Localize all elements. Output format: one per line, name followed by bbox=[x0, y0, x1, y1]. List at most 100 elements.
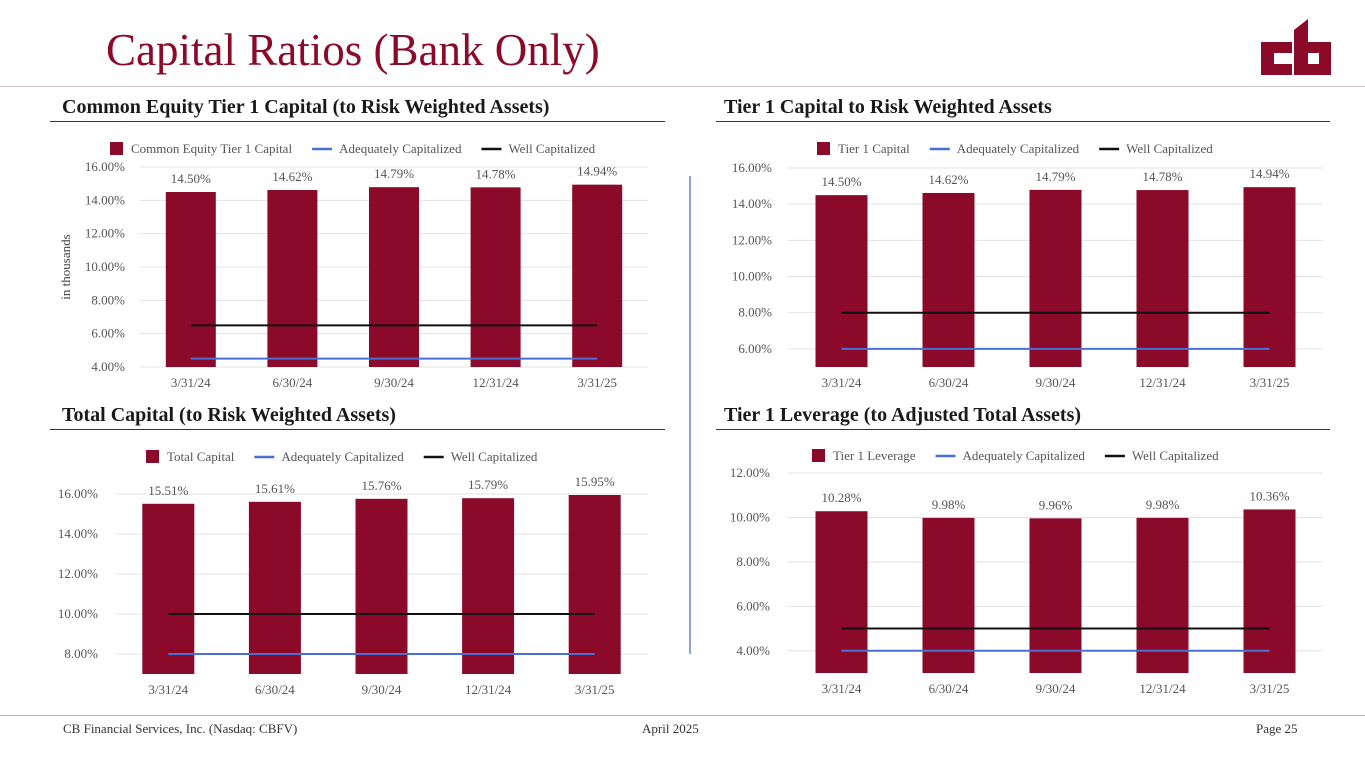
bar bbox=[142, 503, 195, 674]
data-label: 14.78% bbox=[1142, 169, 1182, 184]
section-title-cet1: Common Equity Tier 1 Capital (to Risk We… bbox=[62, 96, 550, 118]
section-title-tier1: Tier 1 Capital to Risk Weighted Assets bbox=[724, 96, 1052, 118]
bar bbox=[568, 495, 621, 674]
legend-entry: Well Capitalized bbox=[508, 141, 595, 156]
y-tick-label: 6.00% bbox=[738, 341, 772, 356]
legend-swatch bbox=[146, 450, 159, 463]
data-label: 9.98% bbox=[932, 497, 966, 512]
footer-page-number: Page 25 bbox=[1256, 721, 1298, 736]
data-label: 14.62% bbox=[272, 169, 312, 184]
bar bbox=[1243, 187, 1296, 367]
data-label: 14.50% bbox=[821, 174, 861, 189]
data-label: 15.79% bbox=[468, 477, 508, 492]
data-label: 14.78% bbox=[476, 166, 516, 181]
y-tick-label: 14.00% bbox=[85, 192, 125, 207]
footer-company: CB Financial Services, Inc. (Nasdaq: CBF… bbox=[63, 721, 298, 736]
x-tick-label: 6/30/24 bbox=[255, 682, 295, 697]
x-tick-label: 9/30/24 bbox=[362, 682, 402, 697]
data-label: 15.51% bbox=[148, 483, 188, 498]
bar bbox=[922, 192, 975, 367]
page-title: Capital Ratios (Bank Only) bbox=[106, 25, 600, 75]
legend-swatch bbox=[110, 142, 123, 155]
data-label: 9.98% bbox=[1146, 497, 1180, 512]
x-tick-label: 12/31/24 bbox=[472, 375, 519, 390]
legend-entry: Adequately Capitalized bbox=[957, 141, 1080, 156]
section-rule-cet1 bbox=[50, 121, 665, 122]
y-tick-label: 8.00% bbox=[736, 554, 770, 569]
legend-entry: Tier 1 Capital bbox=[838, 141, 910, 156]
bar bbox=[1243, 509, 1296, 673]
y-tick-label: 10.00% bbox=[58, 606, 98, 621]
bar bbox=[470, 187, 521, 367]
y-tick-label: 14.00% bbox=[732, 196, 772, 211]
bar bbox=[369, 187, 419, 367]
x-tick-label: 3/31/25 bbox=[575, 682, 615, 697]
y-tick-label: 12.00% bbox=[732, 232, 772, 247]
vertical-divider bbox=[689, 176, 691, 654]
x-tick-label: 3/31/25 bbox=[577, 375, 617, 390]
data-label: 9.96% bbox=[1039, 497, 1073, 512]
bar bbox=[1029, 518, 1082, 673]
y-tick-label: 8.00% bbox=[738, 305, 772, 320]
data-label: 14.79% bbox=[374, 166, 414, 181]
data-label: 14.50% bbox=[171, 171, 211, 186]
data-label: 14.79% bbox=[1035, 169, 1075, 184]
section-rule-tier1 bbox=[716, 121, 1330, 122]
x-tick-label: 9/30/24 bbox=[374, 375, 414, 390]
data-label: 10.28% bbox=[821, 490, 861, 505]
section-title-leverage: Tier 1 Leverage (to Adjusted Total Asset… bbox=[724, 404, 1082, 426]
bar bbox=[165, 192, 216, 367]
y-tick-label: 10.00% bbox=[732, 269, 772, 284]
y-tick-label: 6.00% bbox=[91, 326, 125, 341]
data-label: 14.62% bbox=[928, 172, 968, 187]
legend-swatch bbox=[812, 449, 825, 462]
cb-logo-icon bbox=[1261, 19, 1331, 75]
x-tick-label: 3/31/25 bbox=[1250, 375, 1290, 390]
x-tick-label: 6/30/24 bbox=[929, 375, 969, 390]
x-tick-label: 6/30/24 bbox=[273, 375, 313, 390]
bar bbox=[572, 184, 623, 367]
footer-date: April 2025 bbox=[642, 721, 699, 736]
bar bbox=[815, 195, 868, 367]
legend-entry: Well Capitalized bbox=[1126, 141, 1213, 156]
legend-entry: Adequately Capitalized bbox=[281, 449, 404, 464]
y-tick-label: 4.00% bbox=[736, 643, 770, 658]
x-tick-label: 3/31/24 bbox=[148, 682, 188, 697]
bar bbox=[1136, 517, 1189, 673]
legend-entry: Tier 1 Leverage bbox=[833, 448, 916, 463]
y-tick-label: 14.00% bbox=[58, 526, 98, 541]
x-tick-label: 3/31/24 bbox=[822, 375, 862, 390]
data-label: 14.94% bbox=[1249, 166, 1289, 181]
bar bbox=[815, 511, 868, 673]
bar bbox=[1136, 190, 1189, 367]
y-tick-label: 4.00% bbox=[91, 359, 125, 374]
x-tick-label: 3/31/24 bbox=[822, 681, 862, 696]
legend-entry: Adequately Capitalized bbox=[963, 448, 1086, 463]
section-rule-leverage bbox=[716, 429, 1330, 430]
y-tick-label: 10.00% bbox=[730, 509, 770, 524]
y-tick-label: 16.00% bbox=[58, 486, 98, 501]
legend-entry: Total Capital bbox=[167, 449, 235, 464]
legend-entry: Common Equity Tier 1 Capital bbox=[131, 141, 292, 156]
x-tick-label: 12/31/24 bbox=[1139, 375, 1186, 390]
y-tick-label: 16.00% bbox=[85, 159, 125, 174]
y-tick-label: 12.00% bbox=[85, 226, 125, 241]
x-tick-label: 9/30/24 bbox=[1036, 681, 1076, 696]
y-tick-label: 6.00% bbox=[736, 598, 770, 613]
y-tick-label: 8.00% bbox=[91, 292, 125, 307]
legend-entry: Adequately Capitalized bbox=[339, 141, 462, 156]
x-tick-label: 3/31/25 bbox=[1250, 681, 1290, 696]
bar bbox=[267, 190, 318, 367]
bar bbox=[922, 517, 975, 673]
bar bbox=[462, 498, 515, 674]
x-tick-label: 12/31/24 bbox=[1139, 681, 1186, 696]
title-rule bbox=[0, 86, 1365, 87]
y-tick-label: 12.00% bbox=[730, 465, 770, 480]
legend-entry: Well Capitalized bbox=[1132, 448, 1219, 463]
y-tick-label: 16.00% bbox=[732, 160, 772, 175]
data-label: 15.95% bbox=[575, 474, 615, 489]
x-tick-label: 3/31/24 bbox=[171, 375, 211, 390]
